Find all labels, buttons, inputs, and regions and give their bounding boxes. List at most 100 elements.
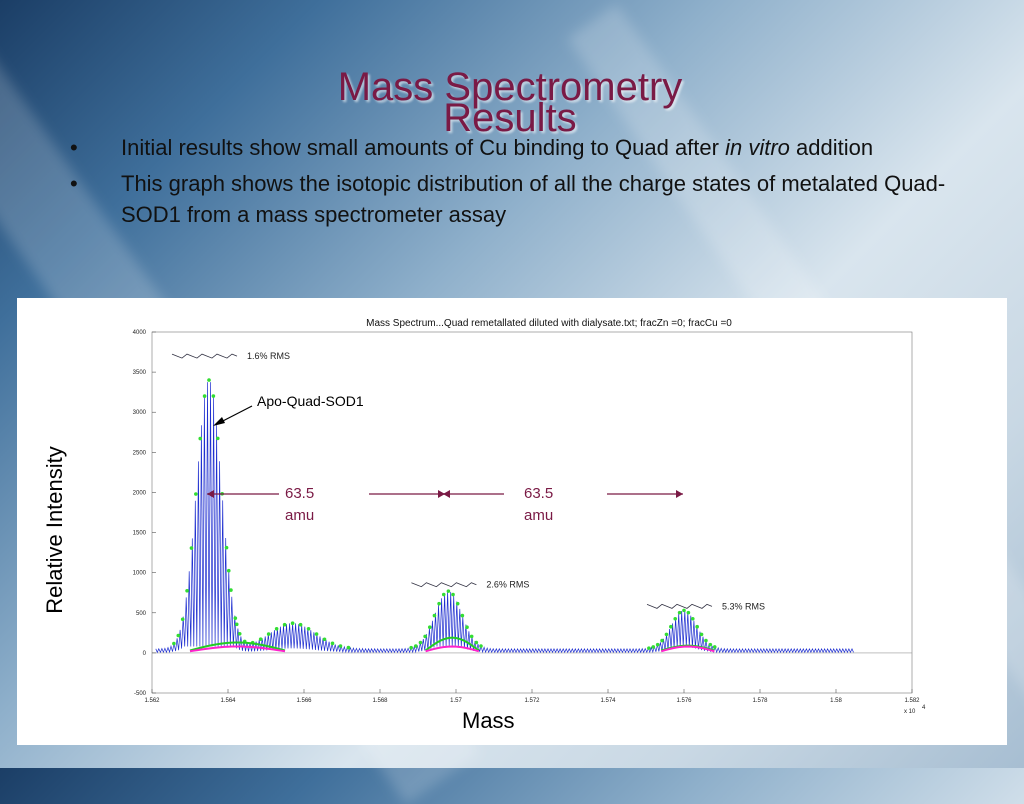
fit-marker xyxy=(172,641,176,646)
chart-panel: Mass Spectrum...Quad remetallated dilute… xyxy=(17,298,1007,745)
fit-marker xyxy=(258,637,263,641)
fit-marker xyxy=(451,592,455,597)
fit-marker xyxy=(465,625,469,629)
y-tick-label: 3000 xyxy=(133,410,147,416)
x-tick-label: 1.572 xyxy=(524,698,540,704)
rms-label: 1.6% RMS xyxy=(247,351,290,361)
fit-marker xyxy=(298,622,303,627)
fit-marker xyxy=(207,378,211,382)
shift-arrow-right-2-head xyxy=(676,490,683,498)
x-tick-label: 1.58 xyxy=(830,698,842,704)
chart-series xyxy=(155,378,854,654)
fit-green-curve xyxy=(189,641,286,652)
fit-marker xyxy=(306,626,311,631)
fit-marker xyxy=(712,645,717,649)
fit-marker xyxy=(469,634,474,639)
y-tick-label: 1000 xyxy=(133,571,147,577)
shift-unit: amu xyxy=(285,507,314,524)
y-tick-label: -500 xyxy=(134,691,147,697)
y-tick-label: 0 xyxy=(143,651,147,657)
fit-marker xyxy=(266,632,271,636)
shift-value: 63.5 xyxy=(285,485,314,502)
fit-marker xyxy=(409,645,413,650)
fit-marker xyxy=(189,546,194,550)
fit-marker xyxy=(224,545,229,550)
bullet-glyph: • xyxy=(70,171,78,196)
fit-marker xyxy=(330,641,335,646)
rms-label: 2.6% RMS xyxy=(486,580,529,590)
spectrum-trace xyxy=(155,382,854,654)
fit-marker xyxy=(455,601,460,606)
x-tick-label: 1.578 xyxy=(752,698,768,704)
fit-marker xyxy=(664,632,669,637)
apo-label: Apo-Quad-SOD1 xyxy=(257,393,364,409)
fit-marker xyxy=(460,613,465,618)
fit-marker xyxy=(176,633,181,638)
bullet-text: This graph shows the isotopic distributi… xyxy=(121,171,946,227)
y-tick-label: 4000 xyxy=(133,330,147,336)
x-tick-label: 1.57 xyxy=(450,698,462,704)
fit-marker xyxy=(695,624,699,629)
fit-marker xyxy=(660,638,664,643)
fit-marker xyxy=(211,394,216,398)
rms-trace xyxy=(171,353,238,359)
fit-marker xyxy=(215,436,220,441)
x-axis-label: Mass xyxy=(462,708,515,733)
chart-axes: -500 0 500 1000 1500 2000 2500 3000 3500 4000 1.56… xyxy=(133,330,926,715)
fit-marker xyxy=(226,568,231,573)
bullet-text-italic: in vitro xyxy=(725,135,790,160)
chart-title: Mass Spectrum...Quad remetallated dilute… xyxy=(366,318,732,329)
chart-annotations: 1.6% RMS 2.6% RMS 5.3% RMS Apo-Quad-SOD1 63.… xyxy=(171,351,765,611)
y-axis-label: Relative Intensity xyxy=(42,446,67,614)
fit-marker xyxy=(690,616,695,621)
slide-title: Mass Spectrometry Results xyxy=(250,60,770,146)
fit-marker xyxy=(682,608,686,613)
fit-marker xyxy=(432,613,437,618)
shift-value: 63.5 xyxy=(524,485,553,502)
fit-marker xyxy=(427,625,432,629)
fit-marker xyxy=(479,644,483,648)
fit-marker xyxy=(669,624,673,629)
title-line-2: Results xyxy=(443,96,577,140)
fit-marker xyxy=(414,644,418,648)
fit-marker xyxy=(274,626,279,631)
fit-magenta-curve xyxy=(425,645,480,653)
fit-marker xyxy=(290,621,295,626)
fit-marker xyxy=(194,492,198,496)
fit-magenta-curve xyxy=(189,645,286,653)
fit-marker xyxy=(234,622,239,627)
fit-marker xyxy=(229,588,233,592)
shift-unit: amu xyxy=(524,507,553,524)
bullet-glyph: • xyxy=(70,135,78,160)
y-tick-label: 1500 xyxy=(133,531,147,537)
bullet-list: • Initial results show small amounts of … xyxy=(60,132,960,235)
fit-marker xyxy=(441,592,446,597)
x-tick-label: 1.566 xyxy=(296,698,312,704)
y-tick-label: 2500 xyxy=(133,450,147,456)
fit-marker xyxy=(185,588,189,593)
fit-marker xyxy=(446,589,451,593)
x-tick-label: 1.574 xyxy=(600,698,616,704)
shift-arrow-left-1-head xyxy=(207,490,214,498)
x-multiplier-label: x 10 xyxy=(904,709,916,715)
rms-trace xyxy=(646,603,713,609)
fit-marker xyxy=(655,642,660,647)
fit-marker xyxy=(423,634,427,639)
fit-marker xyxy=(322,637,327,642)
fit-marker xyxy=(180,617,185,622)
fit-marker xyxy=(677,610,682,615)
bullet-text-tail: addition xyxy=(789,135,874,160)
y-tick-label: 500 xyxy=(136,611,147,617)
fit-marker xyxy=(198,436,203,441)
fit-marker xyxy=(338,644,343,648)
title-line-1: Mass Spectrometry xyxy=(337,65,683,109)
bullet-item: • This graph shows the isotopic distribu… xyxy=(60,168,960,230)
fit-marker xyxy=(474,640,479,645)
shift-arrow-right-1-head xyxy=(438,490,445,498)
fit-marker xyxy=(699,632,704,637)
rms-trace xyxy=(411,582,477,588)
apo-arrow-head xyxy=(213,417,225,426)
x-tick-label: 1.576 xyxy=(676,698,692,704)
fit-marker xyxy=(673,616,678,621)
fit-marker xyxy=(346,645,351,650)
